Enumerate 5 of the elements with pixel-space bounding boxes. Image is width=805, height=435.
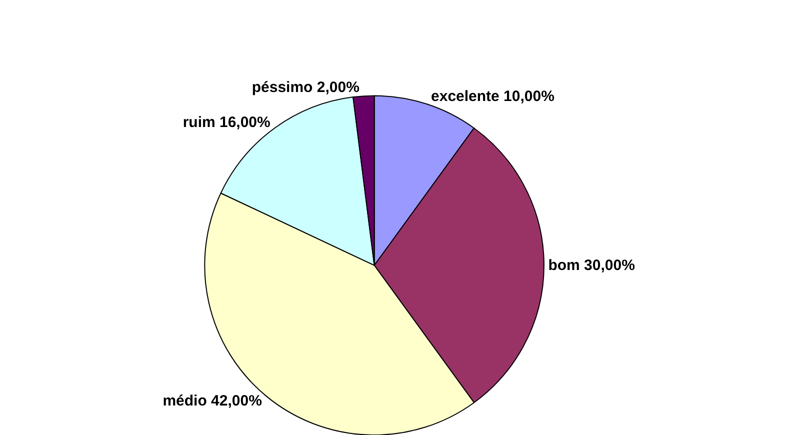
slice-label: excelente 10,00% [431, 88, 554, 105]
slice-label: médio 42,00% [162, 392, 262, 410]
slice-label: ruim 16,00% [182, 114, 270, 132]
slice-label: bom 30,00% [548, 256, 635, 274]
slice-label: péssimo 2,00% [252, 79, 360, 96]
